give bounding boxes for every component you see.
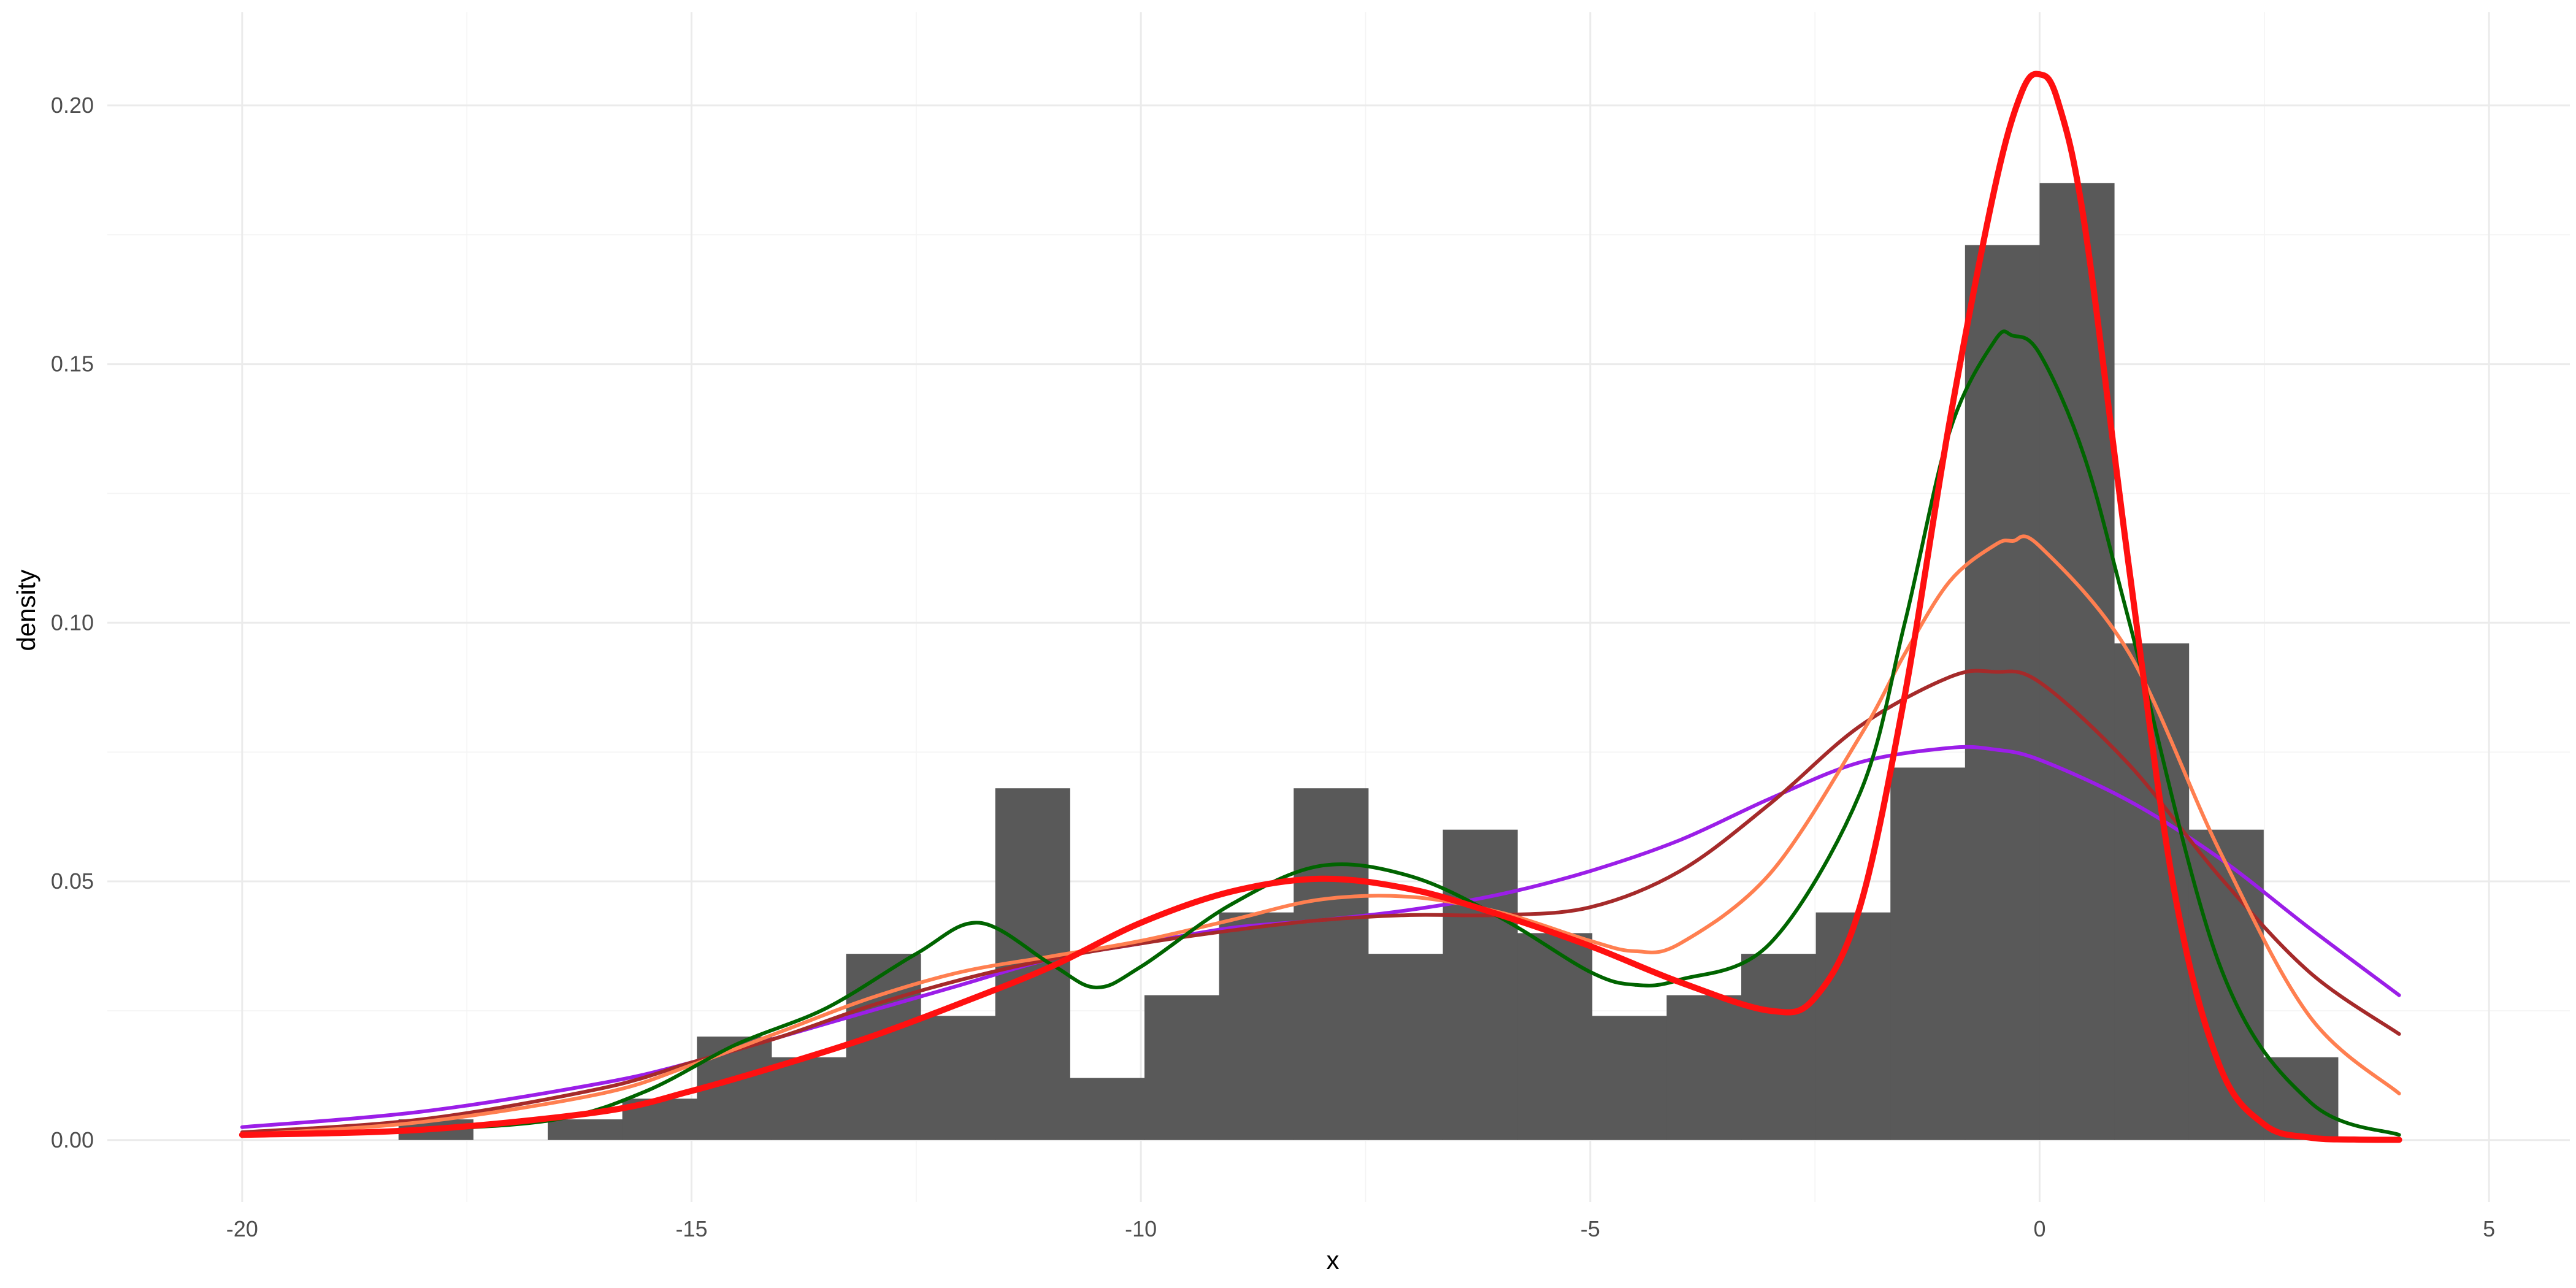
histogram-bar (1294, 788, 1369, 1140)
y-axis-tick-labels: 0.00 0.05 0.10 0.15 0.20 (51, 93, 94, 1152)
histogram-bar (1890, 767, 1966, 1140)
density-curve-5 (239, 71, 2402, 1143)
y-axis-title: density (12, 569, 40, 651)
major-gridlines (107, 12, 2570, 1202)
histogram-bar (771, 1057, 846, 1140)
y-tick-label: 0.00 (51, 1127, 94, 1152)
density-curves (239, 71, 2402, 1143)
histogram-bar (1219, 912, 1294, 1140)
x-tick-label: 5 (2483, 1216, 2495, 1241)
x-tick-label: -10 (1125, 1216, 1157, 1241)
histogram-bar (2263, 1057, 2339, 1140)
y-tick-label: 0.20 (51, 93, 94, 118)
y-tick-label: 0.05 (51, 868, 94, 894)
histogram-bar (1517, 933, 1593, 1140)
histogram-bar (1741, 954, 1817, 1140)
histogram-bar (1443, 829, 1518, 1140)
histogram-bar (2039, 183, 2115, 1140)
x-tick-label: -20 (226, 1216, 258, 1241)
x-tick-label: -5 (1581, 1216, 1600, 1241)
histogram-bars (398, 183, 2339, 1140)
histogram-bar (1368, 954, 1443, 1140)
x-tick-label: 0 (2033, 1216, 2045, 1241)
histogram-bar (1666, 995, 1742, 1140)
density-curve-4 (240, 329, 2401, 1138)
histogram-bar (1592, 1016, 1667, 1140)
histogram-bar (921, 1016, 996, 1140)
histogram-bar (1144, 995, 1220, 1140)
histogram-bar (1815, 912, 1891, 1140)
histogram-bar (1965, 245, 2040, 1140)
histogram-bar (548, 1119, 623, 1140)
y-tick-label: 0.10 (51, 610, 94, 635)
y-tick-label: 0.15 (51, 351, 94, 377)
x-axis-title: x (1327, 1246, 1340, 1275)
histogram-bar (846, 954, 921, 1140)
histogram-bar (1070, 1078, 1145, 1140)
density-curve-3 (240, 534, 2401, 1137)
x-axis-tick-labels: -20 -15 -10 -5 0 5 (226, 1216, 2495, 1241)
x-tick-label: -15 (675, 1216, 707, 1241)
